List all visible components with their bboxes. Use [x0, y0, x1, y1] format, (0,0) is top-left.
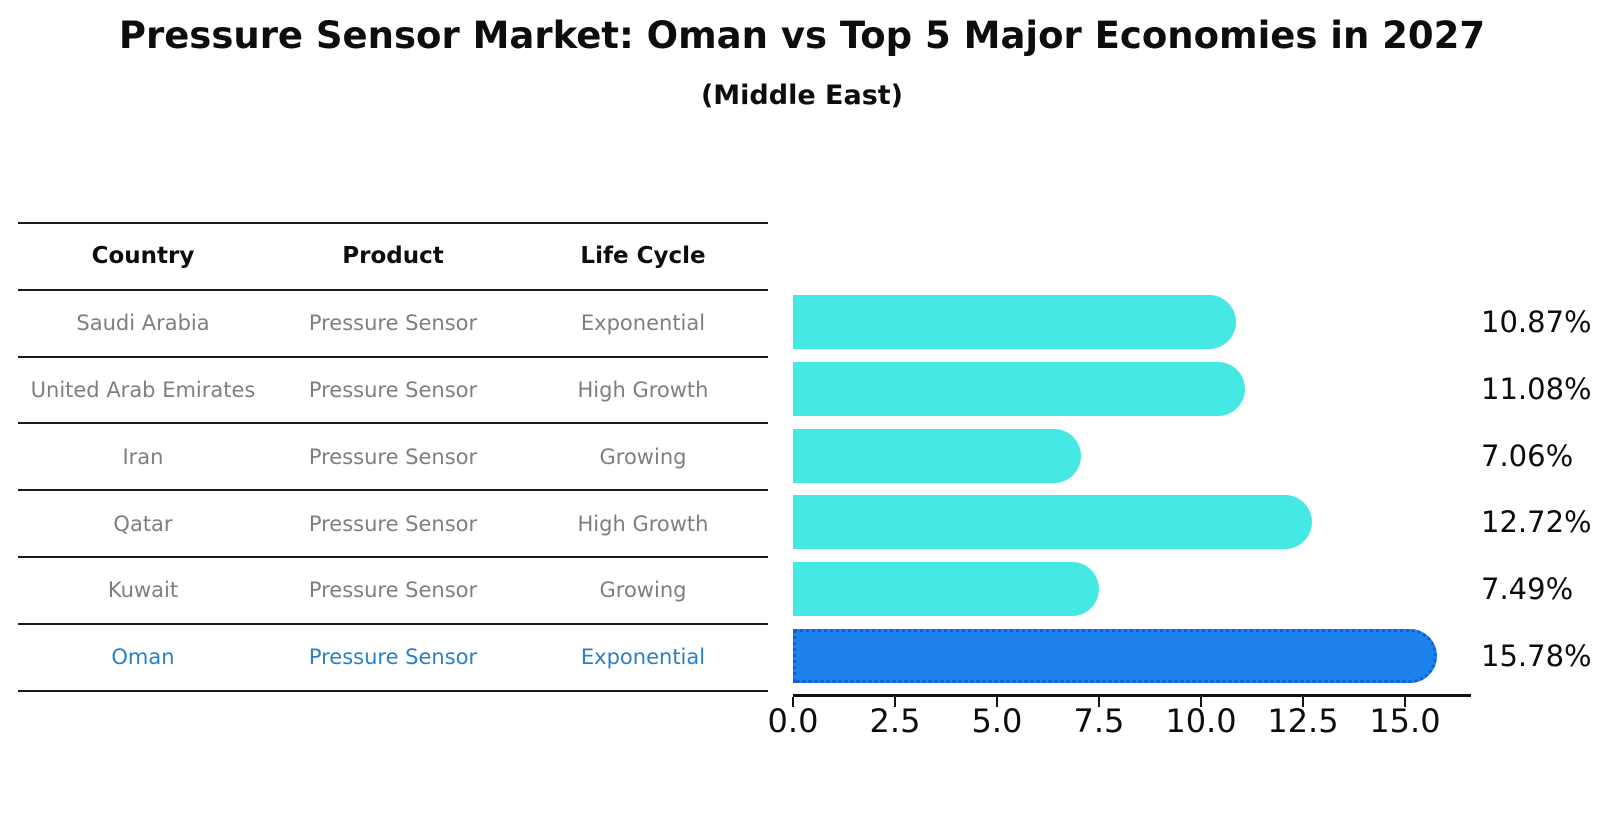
bar-plot	[793, 288, 1469, 694]
cell-country-qatar: Qatar	[113, 511, 173, 536]
x-tick-10.0	[1199, 697, 1202, 707]
cell-product-kuwait: Pressure Sensor	[308, 578, 478, 603]
value-label-iran: 7.06%	[1481, 438, 1574, 473]
cell-product-qatar: Pressure Sensor	[308, 511, 478, 536]
cell-product-iran: Pressure Sensor	[308, 444, 478, 469]
cell-life-cycle-iran: Growing	[599, 444, 687, 469]
x-tick-0.0	[792, 697, 794, 707]
cell-life-cycle-united-arab-emirates: High Growth	[577, 377, 709, 402]
table-row-united-arab-emirates: United Arab Emirates Pressure Sensor High …	[18, 355, 768, 423]
x-tick-label-15.0: 15.0	[1369, 702, 1441, 740]
cell-life-cycle-qatar: High Growth	[577, 511, 709, 536]
x-tick-label-2.5: 2.5	[869, 702, 921, 740]
cell-product-oman: Pressure Sensor	[308, 645, 478, 670]
column-header-life-cycle: Life Cycle	[580, 243, 706, 270]
cell-country-oman: Oman	[111, 645, 175, 670]
value-label-oman: 15.78%	[1481, 639, 1592, 673]
bar-united-arab-emirates	[793, 361, 1246, 416]
cell-country-iran: Iran	[122, 444, 164, 469]
x-tick-15.0	[1403, 697, 1406, 707]
column-header-country: Country	[91, 243, 195, 270]
cell-country-kuwait: Kuwait	[107, 578, 179, 603]
bar-iran	[793, 428, 1082, 483]
bar-qatar	[793, 495, 1312, 550]
x-tick-2.5	[893, 697, 896, 707]
chart-subtitle: (Middle East)	[700, 80, 904, 111]
bar-saudi-arabia	[793, 295, 1237, 349]
country-table: Country Product Life Cycle Saudi Arabia Pres…	[18, 222, 768, 692]
value-label-kuwait: 7.49%	[1481, 572, 1574, 607]
cell-country-united-arab-emirates: United Arab Emirates	[30, 377, 256, 402]
value-label-united-arab-emirates: 11.08%	[1481, 371, 1592, 406]
table-row-saudi-arabia: Saudi Arabia Pressure Sensor Exponential	[18, 288, 768, 356]
x-tick-label-0.0: 0.0	[767, 702, 819, 740]
table-header-row: Country Product Life Cycle	[18, 222, 768, 289]
x-tick-label-7.5: 7.5	[1073, 702, 1125, 740]
cell-life-cycle-saudi-arabia: Exponential	[580, 311, 706, 336]
table-row-oman: Oman Pressure Sensor Exponential	[18, 622, 768, 692]
value-label-saudi-arabia: 10.87%	[1481, 305, 1592, 339]
cell-life-cycle-oman: Exponential	[580, 645, 706, 670]
value-label-qatar: 12.72%	[1481, 505, 1592, 540]
table-row-qatar: Qatar Pressure Sensor High Growth	[18, 489, 768, 556]
x-tick-7.5	[1097, 697, 1100, 707]
x-tick-label-10.0: 10.0	[1165, 702, 1237, 740]
cell-product-saudi-arabia: Pressure Sensor	[308, 311, 478, 336]
bar-oman	[793, 629, 1437, 683]
x-tick-label-5.0: 5.0	[971, 702, 1023, 740]
column-header-product: Product	[342, 243, 444, 270]
x-tick-label-12.5: 12.5	[1267, 702, 1339, 740]
x-tick-12.5	[1301, 697, 1304, 707]
cell-product-united-arab-emirates: Pressure Sensor	[308, 377, 478, 402]
table-row-kuwait: Kuwait Pressure Sensor Growing	[18, 555, 768, 623]
cell-life-cycle-kuwait: Growing	[599, 578, 687, 603]
cell-country-saudi-arabia: Saudi Arabia	[76, 311, 210, 336]
bar-kuwait	[793, 562, 1099, 617]
table-row-iran: Iran Pressure Sensor Growing	[18, 422, 768, 489]
chart-title: Pressure Sensor Market: Oman vs Top 5 Ma…	[118, 14, 1486, 57]
x-tick-5.0	[995, 697, 998, 707]
x-axis-line	[793, 694, 1471, 697]
